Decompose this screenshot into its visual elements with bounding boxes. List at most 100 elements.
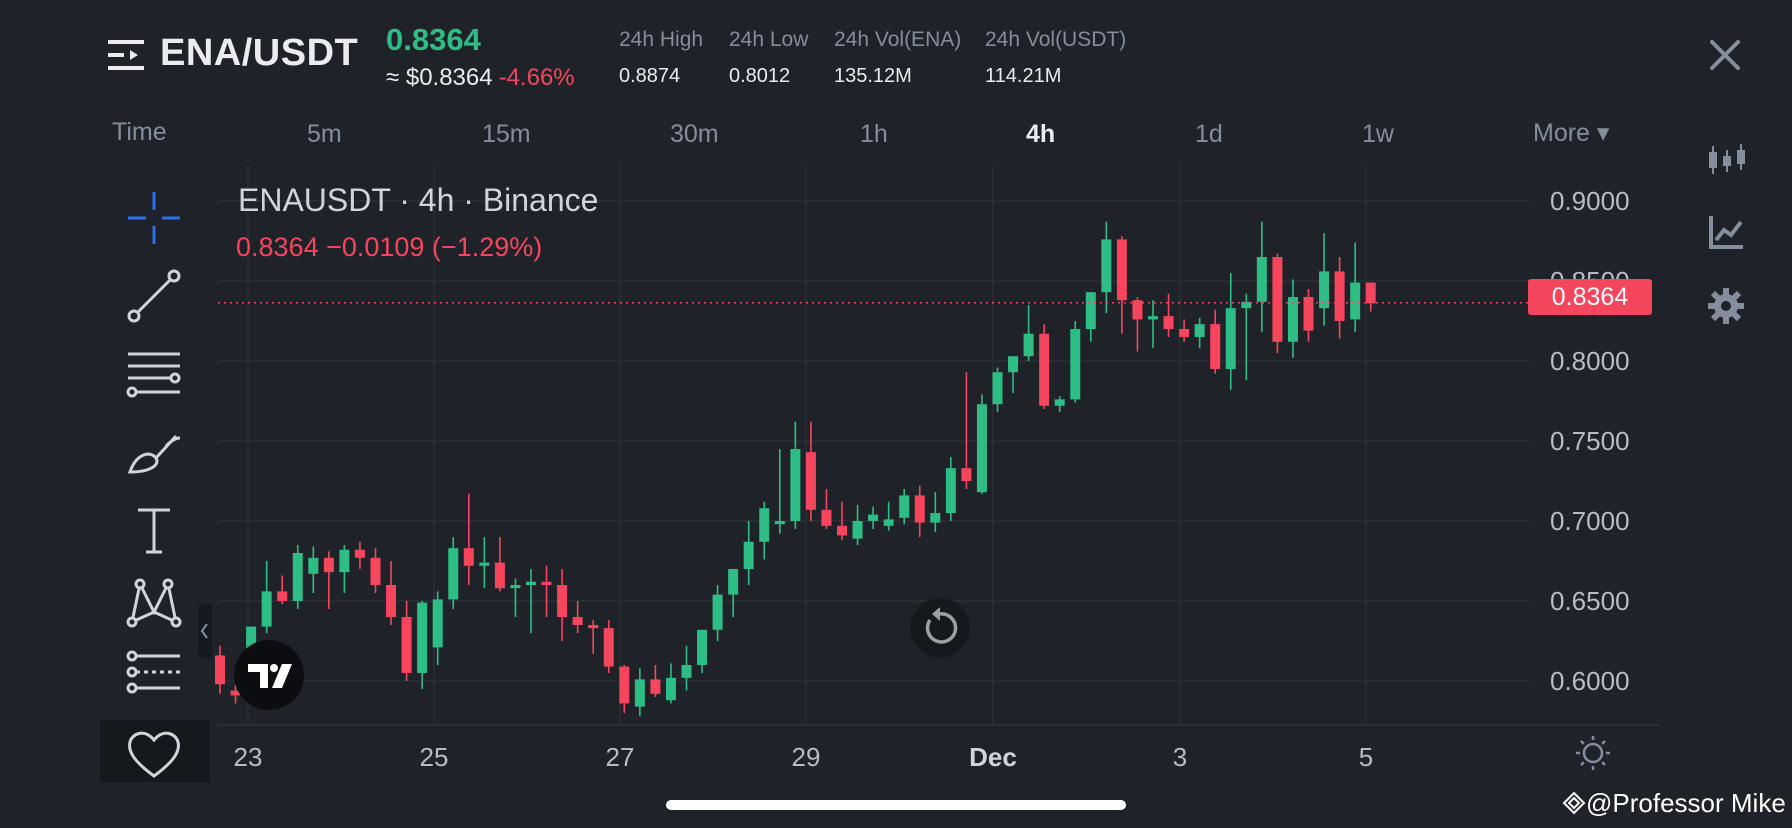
favorite-icon[interactable] [126,726,182,782]
pair-title[interactable]: ENA/USDT [160,32,359,74]
candle-up [1350,282,1361,320]
home-indicator [666,800,1126,810]
candle-down [619,666,630,704]
reset-icon [925,607,958,644]
indicators-icon[interactable] [1706,212,1746,252]
y-tick-label: 0.8000 [1550,346,1630,376]
candle-down [1272,257,1283,342]
interval-1h[interactable]: 1h [860,120,888,148]
candle-up [479,562,490,566]
candle-up [1194,324,1205,337]
candle-up [868,514,879,521]
stat-label: 24h High [619,28,704,51]
candle-up [774,521,785,525]
candle-up [1070,329,1081,400]
stat-value: 114.21M [985,65,1062,87]
candle-up [261,591,272,627]
x-tick-label: 25 [420,742,449,772]
close-icon[interactable] [1708,38,1742,72]
candle-down [541,581,552,585]
interval-30m[interactable]: 30m [670,120,719,148]
last-price: 0.8364 [386,22,481,57]
stat-value: 0.8874 [619,65,681,87]
candle-up [1101,239,1112,293]
candle-down [277,591,288,601]
candle-up [448,548,459,600]
candle-up [1008,356,1019,373]
x-tick-label: 29 [792,742,821,772]
binance-logo-icon [1562,791,1586,815]
toolbar-favorite-bg [100,720,210,782]
text-icon[interactable] [126,502,182,558]
candle-up [1023,333,1034,357]
interval-4h[interactable]: 4h [1026,120,1056,148]
candle-up [1085,292,1096,329]
reset-chart-button[interactable] [910,598,970,658]
candle-down [1303,297,1314,331]
candle-down [323,557,334,573]
candle-down [914,495,925,523]
candle-up [899,495,910,518]
brush-icon[interactable] [126,424,182,480]
candle-down [1179,329,1190,337]
stat-value: 0.8012 [729,65,791,87]
x-tick-label: 27 [606,742,635,772]
chevron-left-icon [200,623,208,639]
settings-icon[interactable] [1706,286,1746,326]
y-tick-label: 0.7000 [1550,506,1630,536]
interval-15m[interactable]: 15m [482,120,531,148]
candle-down [370,557,381,585]
tradingview-logo [234,640,304,710]
candle-up [1241,301,1252,309]
interval-5m[interactable]: 5m [307,120,342,148]
more-intervals-button[interactable]: More ▾ [1533,119,1610,147]
crosshair-icon[interactable] [126,190,182,246]
candle-down [821,509,832,526]
axis-settings-icon[interactable] [1576,736,1610,770]
time-label: Time [112,118,167,146]
forecast-icon[interactable] [126,646,182,702]
candle-down [837,525,847,536]
candle-down [386,585,397,617]
candle-down [401,617,412,673]
x-tick-label: 5 [1359,742,1373,772]
candle-down [557,585,568,617]
candle-type-icon[interactable] [1706,140,1746,180]
x-tick-label: 23 [234,742,263,772]
candle-down [1039,333,1050,406]
candle-up [292,553,303,601]
stat-label: 24h Vol(ENA) [834,28,962,51]
candle-down [215,655,225,685]
candle-up [665,677,676,701]
trend-line-icon[interactable] [126,268,182,324]
stat-label: 24h Vol(USDT) [985,28,1127,51]
candle-down [805,452,816,510]
collapse-toolbar-button[interactable] [198,604,212,658]
interval-1d[interactable]: 1d [1195,120,1223,148]
candle-down [1163,316,1174,329]
candle-down [961,468,972,481]
candle-up [976,404,987,493]
candle-up [510,585,521,589]
candle-down [650,679,661,694]
horizontal-lines-icon[interactable] [126,346,182,402]
last-price-tag: 0.8364 [1528,279,1652,315]
y-tick-label: 0.6500 [1550,586,1630,616]
candle-up [1148,316,1158,320]
menu-icon[interactable] [108,38,144,72]
candle-up [339,549,350,573]
candle-down [1210,324,1221,369]
candle-down [572,617,583,625]
approx-price: ≈ $0.8364 -4.66% [386,64,575,92]
candle-up [743,541,754,569]
pattern-icon[interactable] [126,574,182,630]
interval-1w[interactable]: 1w [1362,120,1394,148]
candle-up [712,594,723,630]
candle-up [308,557,319,574]
candle-up [883,519,894,526]
x-tick-label: Dec [969,742,1017,772]
y-tick-label: 0.6000 [1550,666,1630,696]
candle-down [588,625,599,629]
candle-up [728,569,739,595]
